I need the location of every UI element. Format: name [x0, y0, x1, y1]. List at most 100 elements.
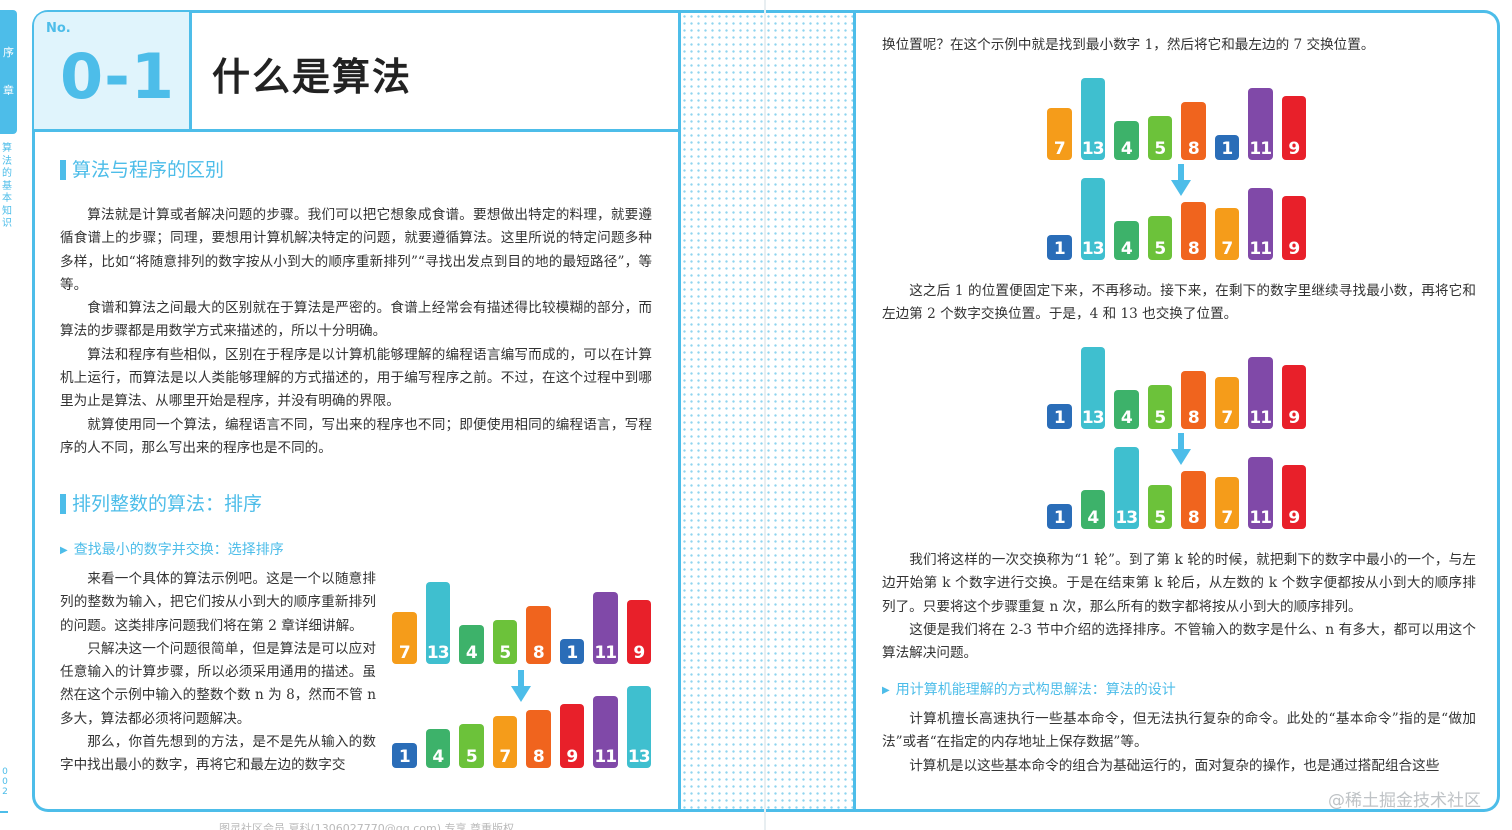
bars-after: 1 4 13 5 8 7 11 9 [1047, 447, 1306, 529]
paragraph: 那么，你首先想到的方法，是不是先从输入的数字中找出最小的数字，再将它和最左边的数… [60, 734, 376, 774]
bar: 5 [1147, 116, 1172, 160]
bars-after: 1 13 4 5 8 7 11 9 [1047, 178, 1306, 260]
bar: 13 [1080, 178, 1105, 260]
page-number-rule [0, 811, 8, 813]
bar: 11 [593, 592, 618, 664]
sort-figure-step1: 7 13 4 5 8 1 11 9 1 13 4 5 8 7 11 9 [1047, 78, 1317, 264]
triangle-bullet-icon: ▶ [882, 685, 890, 696]
subheading: ▶ 查找最小的数字并交换：选择排序 [60, 541, 284, 560]
section-header: No. 0-1 什么是算法 [34, 12, 678, 132]
section2-body: 来看一个具体的算法示例吧。这是一个以随意排列的整数为输入，把它们按从小到大的顺序… [60, 568, 376, 778]
bar: 8 [1181, 371, 1206, 429]
bar: 9 [626, 600, 651, 664]
bar: 13 [1080, 347, 1105, 429]
bar: 1 [1047, 404, 1072, 429]
subheading-text: 查找最小的数字并交换：选择排序 [73, 542, 284, 558]
bar: 5 [492, 620, 517, 664]
bar: 8 [1181, 102, 1206, 160]
right-para-2: 这之后 1 的位置便固定下来，不再移动。接下来，在剩下的数字里继续寻找最小数，再… [882, 280, 1476, 327]
paragraph: 计算机擅长高速执行一些基本命令，但无法执行复杂的命令。此处的“基本命令”指的是“… [882, 711, 1476, 751]
bar: 7 [492, 716, 517, 768]
section-number: 0-1 [60, 40, 176, 113]
page-number: 002 [2, 767, 8, 797]
bar: 7 [1214, 377, 1239, 429]
bar: 9 [1281, 465, 1306, 529]
bar: 8 [1181, 471, 1206, 529]
bar: 5 [1147, 216, 1172, 260]
bar: 5 [1147, 485, 1172, 529]
bar: 7 [1214, 477, 1239, 529]
right-top-para: 换位置呢？在这个示例中就是找到最小数字 1，然后将它和最左边的 7 交换位置。 [882, 34, 1476, 57]
arrow-down-icon [1171, 433, 1191, 465]
section-number-box: No. 0-1 [34, 12, 192, 129]
bar: 4 [425, 729, 450, 768]
bar: 4 [1114, 221, 1139, 260]
bar: 5 [1147, 385, 1172, 429]
bar: 9 [1281, 365, 1306, 429]
dotted-gutter [678, 10, 856, 812]
bars-before: 7 13 4 5 8 1 11 9 [1047, 78, 1306, 160]
arrow-down-icon [1171, 164, 1191, 196]
bar: 8 [1181, 202, 1206, 260]
right-para-4: 计算机擅长高速执行一些基本命令，但无法执行复杂的命令。此处的“基本命令”指的是“… [882, 708, 1476, 778]
subheading: ▶ 用计算机能理解的方式构思解法：算法的设计 [882, 681, 1176, 700]
bar: 13 [626, 686, 651, 768]
bar: 7 [1214, 208, 1239, 260]
bar: 11 [1248, 88, 1273, 160]
footer-note: 图灵社区会员 夏科(1306027770@qq.com) 专享 尊重版权 [219, 822, 515, 830]
watermark: @稀土掘金技术社区 [1328, 791, 1481, 811]
book-spine [764, 0, 766, 830]
paragraph: 计算机是以这些基本命令的组合为基础运行的，面对复杂的操作，也是通过搭配组合这些 [909, 757, 1440, 774]
section1-body: 算法就是计算或者解决问题的步骤。我们可以把它想象成食谱。要想做出特定的料理，就要… [60, 204, 652, 460]
bars-after: 1 4 5 7 8 9 11 13 [392, 686, 651, 768]
bar: 9 [559, 704, 584, 768]
bar: 1 [1214, 135, 1239, 160]
chapter-name: 算法的基本知识 [2, 143, 12, 229]
bar: 7 [392, 612, 417, 664]
subheading-text: 用计算机能理解的方式构思解法：算法的设计 [895, 682, 1176, 698]
right-page-frame [856, 10, 1500, 812]
bar: 1 [1047, 504, 1072, 529]
paragraph: 我们将这样的一次交换称为“1 轮”。到了第 k 轮的时候，就把剩下的数字中最小的… [882, 552, 1476, 615]
bar: 4 [1080, 490, 1105, 529]
right-para-3: 我们将这样的一次交换称为“1 轮”。到了第 k 轮的时候，就把剩下的数字中最小的… [882, 549, 1476, 665]
paragraph: 算法和程序有些相似，区别在于程序是以计算机能够理解的编程语言编写而成的，可以在计… [60, 346, 652, 410]
arrow-down-icon [511, 670, 531, 702]
bar: 13 [1114, 447, 1139, 529]
paragraph: 这便是我们将在 2-3 节中介绍的选择排序。不管输入的数字是什么、n 有多大，都… [882, 621, 1476, 662]
bar: 13 [1080, 78, 1105, 160]
paragraph: 算法就是计算或者解决问题的步骤。我们可以把它想象成食谱。要想做出特定的料理，就要… [60, 207, 652, 293]
bar: 8 [526, 606, 551, 664]
paragraph: 食谱和算法之间最大的区别就在于算法是严密的。食谱上经常会有描述得比较模糊的部分，… [60, 300, 652, 340]
sort-figure-step2: 1 13 4 5 8 7 11 9 1 4 13 5 8 7 11 9 [1047, 347, 1317, 533]
left-page-frame [32, 10, 792, 812]
bar: 4 [459, 625, 484, 664]
triangle-bullet-icon: ▶ [60, 545, 68, 556]
bar: 4 [1114, 121, 1139, 160]
bar: 4 [1114, 390, 1139, 429]
bars-before: 1 13 4 5 8 7 11 9 [1047, 347, 1306, 429]
paragraph: 换位置呢？在这个示例中就是找到最小数字 1，然后将它和最左边的 7 交换位置。 [882, 37, 1375, 53]
bar: 1 [392, 743, 417, 768]
bar: 13 [425, 582, 450, 664]
bar: 1 [559, 639, 584, 664]
bar: 11 [1248, 188, 1273, 260]
chapter-tab: 序 章 [0, 10, 17, 134]
page-title: 什么是算法 [212, 55, 413, 99]
section-heading: 算法与程序的区别 [60, 159, 224, 181]
paragraph: 只解决这一个问题很简单，但是算法是可以应对任意输入的计算步骤，所以必须采用通用的… [60, 640, 376, 727]
bar: 11 [1248, 357, 1273, 429]
paragraph: 来看一个具体的算法示例吧。这是一个以随意排列的整数为输入，把它们按从小到大的顺序… [60, 571, 376, 634]
chapter-tab-char: 序 [3, 46, 14, 59]
bar: 1 [1047, 235, 1072, 260]
no-label: No. [46, 21, 71, 36]
bar: 11 [593, 696, 618, 768]
bar: 7 [1047, 108, 1072, 160]
bar: 8 [526, 710, 551, 768]
bar: 9 [1281, 196, 1306, 260]
bar: 11 [1248, 457, 1273, 529]
paragraph: 就算使用同一个算法，编程语言不同，写出来的程序也不同；即便使用相同的编程语言，写… [60, 416, 652, 456]
bar: 9 [1281, 96, 1306, 160]
bars-before: 7 13 4 5 8 1 11 9 [392, 582, 651, 664]
bar: 5 [459, 724, 484, 768]
